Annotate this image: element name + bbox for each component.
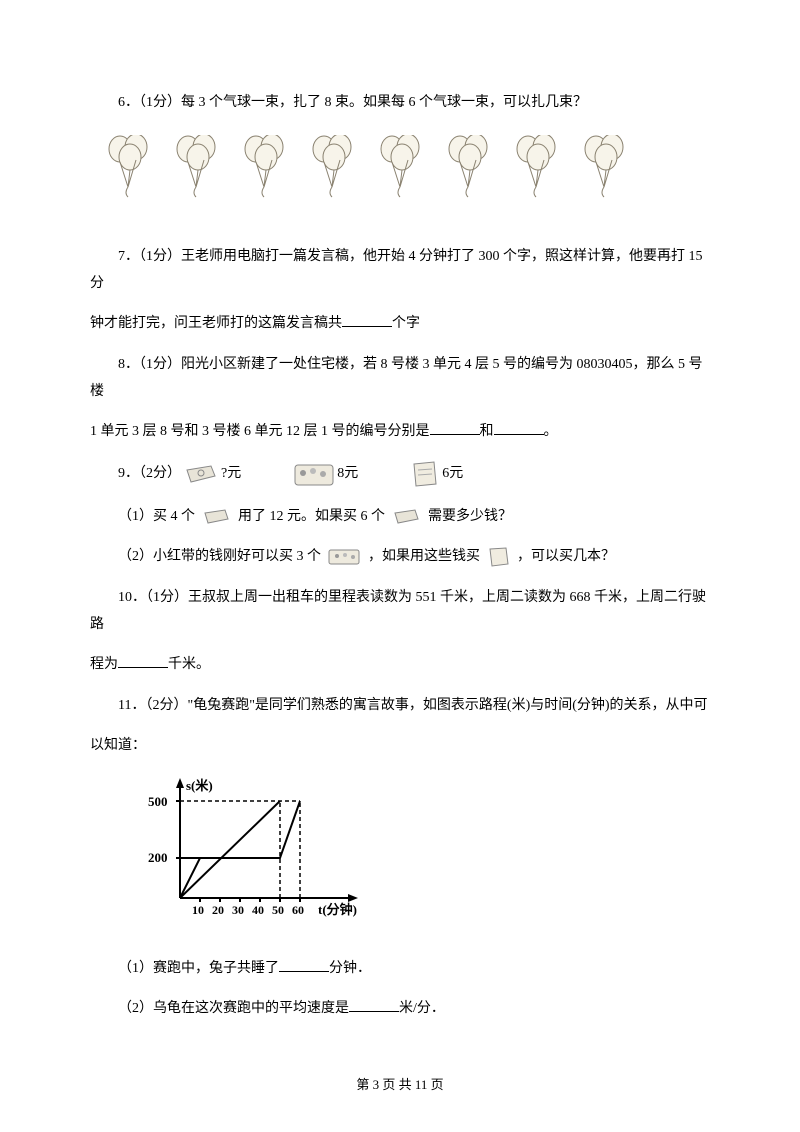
question-7-line2: 钟才能打完，问王老师打的这篇发言稿共 个字	[90, 311, 710, 338]
xtick-50: 50	[272, 903, 284, 917]
q8-text-d: 。	[544, 424, 558, 439]
footer-text: 第 3 页 共 11 页	[356, 1077, 443, 1092]
race-chart-svg: 500 200 s(米) 10 20 30 40 50 60 t(分钟)	[140, 778, 400, 923]
price2-text: 8元	[337, 461, 358, 488]
balloon-bunches-svg	[106, 135, 666, 210]
q11-blank2	[349, 998, 399, 1012]
eraser-icon	[201, 507, 233, 527]
xlabel: t(分钟)	[318, 902, 357, 917]
price1-text: ?元	[221, 461, 241, 488]
xtick-60: 60	[292, 903, 304, 917]
q9-label: 9．（2分）	[90, 461, 181, 488]
q7-text-c: 个字	[392, 316, 420, 331]
eraser-icon	[181, 462, 221, 488]
question-10: 10．（1分）王叔叔上周一出租车的里程表读数为 551 千米，上周二读数为 66…	[90, 585, 710, 638]
q10-text-b: 程为	[90, 657, 118, 672]
race-chart: 500 200 s(米) 10 20 30 40 50 60 t(分钟)	[140, 778, 710, 934]
palette-icon	[291, 461, 337, 489]
xtick-30: 30	[232, 903, 244, 917]
q9-sub2-b: ，如果用这些钱买	[368, 549, 484, 564]
q10-blank	[118, 654, 168, 668]
palette-icon	[327, 547, 363, 567]
q11-sub1: （1）赛跑中，兔子共睡了 分钟．	[90, 956, 710, 983]
question-8-line2: 1 单元 3 层 8 号和 3 号楼 6 单元 12 层 1 号的编号分别是 和 。	[90, 419, 710, 446]
q10-text-c: 千米。	[168, 657, 210, 672]
balloon-illustration	[106, 135, 710, 221]
question-11-line2: 以知道：	[90, 733, 710, 760]
q9-sub2-c: ，可以买几本？	[517, 549, 615, 564]
q11-sub2-b: 米/分．	[399, 1001, 445, 1016]
price-item-palette: 8元	[291, 461, 358, 489]
question-6: 6．（1分）每 3 个气球一束，扎了 8 束。如果每 6 个气球一束，可以扎几束…	[90, 90, 710, 117]
price3-text: 6元	[442, 461, 463, 488]
q11-sub2: （2）乌龟在这次赛跑中的平均速度是 米/分．	[90, 996, 710, 1023]
q9-sub1-c: 需要多少钱？	[428, 509, 512, 524]
q9-sub1-a: （1）买 4 个	[118, 509, 199, 524]
question-7: 7．（1分）王老师用电脑打一篇发言稿，他开始 4 分钟打了 300 个字，照这样…	[90, 244, 710, 297]
q11-line1: 11．（2分）"龟兔赛跑"是同学们熟悉的寓言故事，如图表示路程(米)与时间(分钟…	[118, 698, 708, 713]
q11-sub2-a: （2）乌龟在这次赛跑中的平均速度是	[118, 1001, 349, 1016]
q8-blank2	[494, 421, 544, 435]
price-item-eraser: ?元	[181, 461, 241, 488]
q11-sub1-a: （1）赛跑中，兔子共睡了	[118, 961, 279, 976]
xtick-40: 40	[252, 903, 264, 917]
q9-sub1: （1）买 4 个 用了 12 元。如果买 6 个 需要多少钱？	[90, 504, 710, 531]
q7-blank	[342, 313, 392, 327]
ylabel: s(米)	[186, 778, 213, 793]
question-8: 8．（1分）阳光小区新建了一处住宅楼，若 8 号楼 3 单元 4 层 5 号的编…	[90, 352, 710, 405]
question-10-line2: 程为 千米。	[90, 652, 710, 679]
q8-text-b: 1 单元 3 层 8 号和 3 号楼 6 单元 12 层 1 号的编号分别是	[90, 424, 430, 439]
question-9-header: 9．（2分） ?元 8元 6元	[90, 460, 710, 490]
q11-sub1-b: 分钟．	[329, 961, 371, 976]
ytick-500: 500	[148, 794, 168, 809]
q7-line1: 7．（1分）王老师用电脑打一篇发言稿，他开始 4 分钟打了 300 个字，照这样…	[90, 249, 703, 291]
notebook-icon	[486, 546, 512, 568]
price-item-notebook: 6元	[408, 460, 463, 490]
q8-text-c: 和	[480, 424, 494, 439]
ytick-200: 200	[148, 850, 168, 865]
q11-text-b: 以知道：	[90, 738, 146, 753]
q10-line1: 10．（1分）王叔叔上周一出租车的里程表读数为 551 千米，上周二读数为 66…	[90, 590, 706, 632]
q8-blank1	[430, 421, 480, 435]
q9-sub2: （2）小红带的钱刚好可以买 3 个 ，如果用这些钱买 ，可以买几本？	[90, 544, 710, 571]
page-footer: 第 3 页 共 11 页	[0, 1073, 800, 1098]
xtick-20: 20	[212, 903, 224, 917]
xtick-10: 10	[192, 903, 204, 917]
q9-sub1-b: 用了 12 元。如果买 6 个	[238, 509, 389, 524]
q9-sub2-a: （2）小红带的钱刚好可以买 3 个	[118, 549, 325, 564]
question-11: 11．（2分）"龟兔赛跑"是同学们熟悉的寓言故事，如图表示路程(米)与时间(分钟…	[90, 693, 710, 720]
q7-text-b: 钟才能打完，问王老师打的这篇发言稿共	[90, 316, 342, 331]
q11-blank1	[279, 958, 329, 972]
q6-text: 6．（1分）每 3 个气球一束，扎了 8 束。如果每 6 个气球一束，可以扎几束…	[118, 95, 587, 110]
eraser-icon	[391, 507, 423, 527]
notebook-icon	[408, 460, 442, 490]
q8-line1: 8．（1分）阳光小区新建了一处住宅楼，若 8 号楼 3 单元 4 层 5 号的编…	[90, 357, 703, 399]
